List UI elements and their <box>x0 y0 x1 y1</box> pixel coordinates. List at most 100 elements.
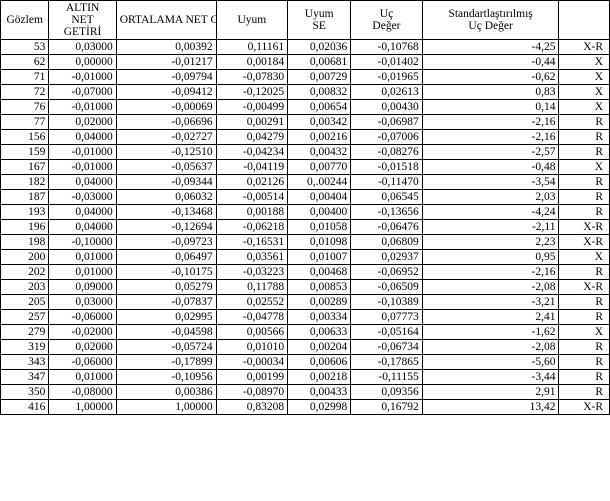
td-std: 13,42 <box>422 400 559 415</box>
td-altin: -0,03000 <box>49 190 116 205</box>
td-mark: X <box>559 160 610 175</box>
td-mark: X <box>559 325 610 340</box>
td-std: -2,16 <box>422 115 559 130</box>
td-uyum: 0,00199 <box>216 370 288 385</box>
td-ort: -0,06696 <box>116 115 216 130</box>
td-uyumse: 0,00468 <box>288 265 351 280</box>
td-mark: R <box>559 295 610 310</box>
td-uyum: 0,04279 <box>216 130 288 145</box>
td-mark: X <box>559 55 610 70</box>
td-gozlem: 205 <box>1 295 49 310</box>
table-body: 530,030000,003920,111610,02036-0,10768-4… <box>1 40 610 415</box>
td-uc: -0,01402 <box>351 55 423 70</box>
td-altin: 0,02000 <box>49 340 116 355</box>
td-uc: -0,06734 <box>351 340 423 355</box>
td-uc: -0,06476 <box>351 220 423 235</box>
td-altin: -0,02000 <box>49 325 116 340</box>
td-uyum: 0,11161 <box>216 40 288 55</box>
table-row: 257-0,060000,02995-0,047780,003340,07773… <box>1 310 610 325</box>
td-std: -3,54 <box>422 175 559 190</box>
td-ort: -0,12694 <box>116 220 216 235</box>
td-std: -0,48 <box>422 160 559 175</box>
table-row: 72-0,07000-0,09412-0,120250,008320,02613… <box>1 85 610 100</box>
td-uyumse: 0,00853 <box>288 280 351 295</box>
td-mark: X <box>559 70 610 85</box>
td-uyum: -0,04234 <box>216 145 288 160</box>
td-uyumse: 0,01007 <box>288 250 351 265</box>
td-altin: 1,00000 <box>49 400 116 415</box>
table-row: 3190,02000-0,057240,010100,00204-0,06734… <box>1 340 610 355</box>
td-uyum: 0,00184 <box>216 55 288 70</box>
td-gozlem: 202 <box>1 265 49 280</box>
td-mark: R <box>559 370 610 385</box>
td-std: 0,14 <box>422 100 559 115</box>
td-uyum: -0,03223 <box>216 265 288 280</box>
table-row: 198-0,10000-0,09723-0,165310,010980,0680… <box>1 235 610 250</box>
table-row: 620,00000-0,012170,001840,00681-0,01402-… <box>1 55 610 70</box>
table-row: 1960,04000-0,12694-0,062180,01058-0,0647… <box>1 220 610 235</box>
td-gozlem: 279 <box>1 325 49 340</box>
td-uyum: -0,07830 <box>216 70 288 85</box>
td-uc: -0,10768 <box>351 40 423 55</box>
td-altin: -0,01000 <box>49 70 116 85</box>
td-mark: R <box>559 265 610 280</box>
td-gozlem: 53 <box>1 40 49 55</box>
td-altin: -0,01000 <box>49 160 116 175</box>
td-uyumse: 0,00654 <box>288 100 351 115</box>
table-row: 279-0,02000-0,045980,005660,00633-0,0516… <box>1 325 610 340</box>
td-uyum: 0,83208 <box>216 400 288 415</box>
td-ort: 0,06032 <box>116 190 216 205</box>
td-ort: 0,05279 <box>116 280 216 295</box>
td-uyumse: 0,00433 <box>288 385 351 400</box>
td-altin: 0,09000 <box>49 280 116 295</box>
td-mark: X-R <box>559 40 610 55</box>
td-uyumse: 0,00218 <box>288 370 351 385</box>
td-mark: R <box>559 130 610 145</box>
td-uyumse: 0,00204 <box>288 340 351 355</box>
td-std: -2,08 <box>422 280 559 295</box>
table-row: 187-0,030000,06032-0,005140,004040,06545… <box>1 190 610 205</box>
td-uc: -0,07006 <box>351 130 423 145</box>
td-std: -2,16 <box>422 265 559 280</box>
td-uyum: -0,06218 <box>216 220 288 235</box>
th-uyum: Uyum <box>216 1 288 40</box>
td-altin: 0,04000 <box>49 175 116 190</box>
td-std: -4,24 <box>422 205 559 220</box>
td-mark: R <box>559 115 610 130</box>
td-uyumse: 0,00400 <box>288 205 351 220</box>
td-altin: 0,02000 <box>49 115 116 130</box>
th-ort: ORTALAMA NET GETİRİ <box>116 1 216 40</box>
th-gozlem: Gözlem <box>1 1 49 40</box>
td-gozlem: 77 <box>1 115 49 130</box>
table-row: 3470,01000-0,109560,001990,00218-0,11155… <box>1 370 610 385</box>
td-uc: -0,13656 <box>351 205 423 220</box>
table-row: 343-0,06000-0,17899-0,000340,00606-0,178… <box>1 355 610 370</box>
td-uyumse: 0,02036 <box>288 40 351 55</box>
table-row: 2030,090000,052790,117880,00853-0,06509-… <box>1 280 610 295</box>
td-uyumse: 0,01058 <box>288 220 351 235</box>
td-uyumse: 0,00633 <box>288 325 351 340</box>
td-gozlem: 203 <box>1 280 49 295</box>
td-mark: R <box>559 190 610 205</box>
td-uyumse: 0,00342 <box>288 115 351 130</box>
td-ort: -0,02727 <box>116 130 216 145</box>
td-uyumse: 0,02998 <box>288 400 351 415</box>
td-uc: 0,02937 <box>351 250 423 265</box>
td-uc: -0,10389 <box>351 295 423 310</box>
td-std: 2,23 <box>422 235 559 250</box>
td-uyum: 0,00188 <box>216 205 288 220</box>
td-uyumse: 0,00334 <box>288 310 351 325</box>
td-altin: 0,03000 <box>49 40 116 55</box>
td-gozlem: 182 <box>1 175 49 190</box>
td-ort: -0,09723 <box>116 235 216 250</box>
td-gozlem: 198 <box>1 235 49 250</box>
th-mark <box>559 1 610 40</box>
td-ort: 0,06497 <box>116 250 216 265</box>
td-uyum: 0,11788 <box>216 280 288 295</box>
table-row: 2000,010000,064970,035610,010070,029370,… <box>1 250 610 265</box>
td-altin: 0,01000 <box>49 265 116 280</box>
td-std: 0,95 <box>422 250 559 265</box>
td-gozlem: 62 <box>1 55 49 70</box>
td-std: 2,41 <box>422 310 559 325</box>
td-gozlem: 187 <box>1 190 49 205</box>
